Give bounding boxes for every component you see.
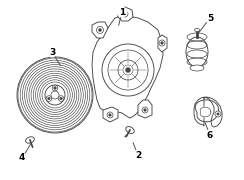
Circle shape (125, 68, 131, 73)
Circle shape (123, 65, 133, 75)
Circle shape (96, 26, 103, 33)
Circle shape (17, 57, 93, 133)
Polygon shape (200, 107, 211, 117)
Text: 4: 4 (19, 154, 25, 163)
Polygon shape (138, 100, 152, 118)
Circle shape (109, 114, 111, 116)
Polygon shape (103, 107, 118, 122)
Polygon shape (195, 100, 219, 122)
Circle shape (144, 109, 146, 111)
Circle shape (60, 97, 62, 100)
Ellipse shape (190, 65, 204, 71)
Circle shape (159, 40, 165, 46)
Circle shape (161, 42, 163, 44)
Polygon shape (118, 7, 133, 21)
Circle shape (142, 107, 148, 113)
Text: 6: 6 (207, 130, 213, 140)
Circle shape (217, 113, 219, 115)
Circle shape (107, 112, 113, 118)
Ellipse shape (126, 127, 134, 133)
Polygon shape (194, 97, 222, 127)
Circle shape (124, 13, 126, 15)
Circle shape (52, 85, 58, 91)
Polygon shape (158, 35, 167, 52)
Circle shape (58, 96, 64, 101)
Polygon shape (92, 22, 108, 38)
Circle shape (108, 50, 148, 90)
Circle shape (99, 28, 102, 32)
Circle shape (215, 111, 221, 117)
Circle shape (102, 44, 154, 96)
Circle shape (122, 11, 128, 17)
Ellipse shape (186, 37, 208, 67)
Text: 3: 3 (49, 48, 55, 57)
Circle shape (46, 96, 52, 101)
Polygon shape (92, 16, 163, 118)
Circle shape (118, 60, 138, 80)
Text: 1: 1 (119, 8, 125, 17)
Circle shape (54, 87, 56, 89)
Text: 2: 2 (135, 150, 141, 159)
Circle shape (48, 97, 50, 100)
Circle shape (51, 91, 59, 99)
Text: 5: 5 (207, 14, 213, 22)
Ellipse shape (194, 28, 200, 32)
Ellipse shape (26, 137, 34, 143)
Circle shape (45, 85, 65, 105)
